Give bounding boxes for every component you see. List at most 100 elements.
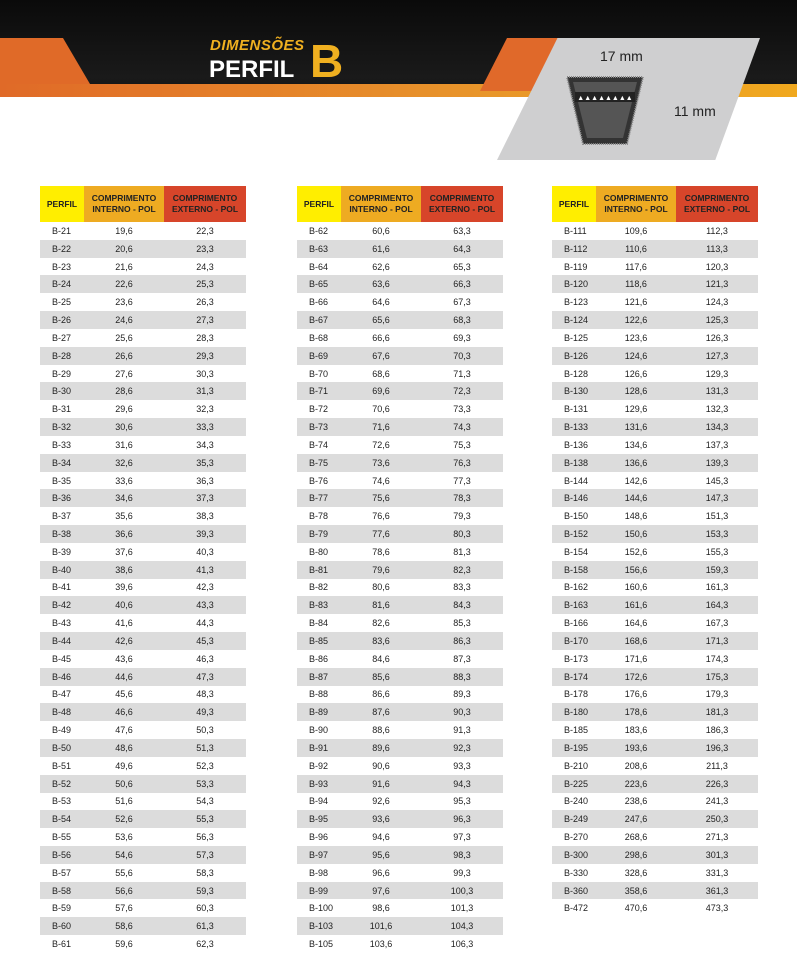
header-interno: COMPRIMENTO INTERNO - POL bbox=[84, 186, 164, 222]
cell-interno: 161,6 bbox=[596, 596, 676, 615]
cell-interno: 29,6 bbox=[115, 404, 133, 415]
cell-interno: 88,6 bbox=[372, 725, 390, 736]
cell-interno: 136,6 bbox=[596, 453, 676, 472]
cell-interno: 160,6 bbox=[624, 582, 648, 593]
cell-perfil: B-59 bbox=[52, 903, 72, 914]
cell-externo: 81,3 bbox=[453, 546, 471, 557]
cell-perfil: B-330 bbox=[564, 867, 589, 878]
table-row: B-55 53,6 56,3 bbox=[40, 828, 246, 846]
cell-externo: 79,3 bbox=[453, 511, 471, 522]
cell-interno: 39,6 bbox=[115, 582, 133, 593]
cell-externo: 92,3 bbox=[421, 739, 503, 757]
cell-interno: 79,6 bbox=[341, 560, 421, 579]
table-row: B-25 23,6 26,3 bbox=[40, 293, 246, 311]
cell-perfil: B-210 bbox=[564, 760, 589, 771]
table-row: B-72 70,6 73,3 bbox=[297, 400, 503, 418]
cell-perfil: B-52 bbox=[40, 774, 84, 793]
cell-externo: 52,3 bbox=[196, 760, 214, 771]
cell-externo: 78,3 bbox=[421, 489, 503, 508]
table-row: B-131 129,6 132,3 bbox=[552, 400, 758, 418]
cell-externo: 88,3 bbox=[421, 667, 503, 686]
cell-externo: 28,3 bbox=[196, 332, 214, 343]
cell-perfil: B-61 bbox=[52, 939, 72, 950]
cell-externo: 85,3 bbox=[453, 618, 471, 629]
cell-perfil: B-146 bbox=[552, 489, 596, 508]
table-row: B-240 238,6 241,3 bbox=[552, 793, 758, 811]
cell-perfil: B-128 bbox=[564, 368, 589, 379]
table-row: B-67 65,6 68,3 bbox=[297, 311, 503, 329]
table-row: B-158 156,6 159,3 bbox=[552, 560, 758, 579]
cell-externo: 120,3 bbox=[705, 261, 729, 272]
cell-perfil: B-24 bbox=[40, 275, 84, 294]
table-row: B-112 110,6 113,3 bbox=[552, 239, 758, 258]
table-row: B-40 38,6 41,3 bbox=[40, 560, 246, 579]
table-row: B-152 150,6 153,3 bbox=[552, 525, 758, 543]
cell-interno: 59,6 bbox=[115, 939, 133, 950]
cell-externo: 129,3 bbox=[705, 368, 729, 379]
table-row: B-166 164,6 167,3 bbox=[552, 614, 758, 632]
cell-perfil: B-240 bbox=[564, 796, 589, 807]
cell-interno: 78,6 bbox=[372, 546, 390, 557]
cell-externo: 80,3 bbox=[421, 525, 503, 543]
cell-externo: 147,3 bbox=[676, 489, 758, 508]
cell-externo: 186,3 bbox=[705, 725, 729, 736]
cell-perfil: B-63 bbox=[297, 239, 341, 258]
cell-perfil: B-88 bbox=[309, 689, 329, 700]
table-row: B-86 84,6 87,3 bbox=[297, 650, 503, 668]
cell-interno: 72,6 bbox=[372, 439, 390, 450]
table-row: B-180 178,6 181,3 bbox=[552, 703, 758, 722]
cell-perfil: B-37 bbox=[52, 511, 72, 522]
cell-interno: 23,6 bbox=[115, 297, 133, 308]
cell-externo: 97,3 bbox=[453, 832, 471, 843]
cell-perfil: B-49 bbox=[52, 725, 72, 736]
cell-externo: 196,3 bbox=[676, 739, 758, 757]
cell-interno: 86,6 bbox=[372, 689, 390, 700]
cell-externo: 37,3 bbox=[164, 489, 246, 508]
cell-interno: 42,6 bbox=[84, 632, 164, 650]
cell-externo: 137,3 bbox=[705, 439, 729, 450]
table-row: B-64 62,6 65,3 bbox=[297, 258, 503, 276]
cell-externo: 361,3 bbox=[676, 881, 758, 900]
cell-interno: 28,6 bbox=[84, 382, 164, 401]
cell-externo: 124,3 bbox=[705, 297, 729, 308]
cell-interno: 183,6 bbox=[624, 725, 648, 736]
table-row: B-66 64,6 67,3 bbox=[297, 293, 503, 311]
cell-interno: 56,6 bbox=[84, 881, 164, 900]
table-row: B-146 144,6 147,3 bbox=[552, 489, 758, 508]
cell-perfil: B-64 bbox=[309, 261, 329, 272]
cell-perfil: B-35 bbox=[52, 475, 72, 486]
cell-interno: 87,6 bbox=[341, 703, 421, 722]
cell-externo: 65,3 bbox=[453, 261, 471, 272]
cell-externo: 99,3 bbox=[453, 867, 471, 878]
table-row: B-173 171,6 174,3 bbox=[552, 650, 758, 668]
cell-perfil: B-51 bbox=[52, 760, 72, 771]
header-externo: COMPRIMENTO EXTERNO - POL bbox=[676, 186, 758, 222]
table-row: B-133 131,6 134,3 bbox=[552, 418, 758, 436]
table-row: B-58 56,6 59,3 bbox=[40, 881, 246, 900]
table-row: B-36 34,6 37,3 bbox=[40, 489, 246, 508]
table-row: B-130 128,6 131,3 bbox=[552, 382, 758, 401]
cell-perfil: B-67 bbox=[297, 311, 341, 329]
cell-externo: 76,3 bbox=[421, 453, 503, 472]
cell-interno: 74,6 bbox=[372, 475, 390, 486]
cell-externo: 60,3 bbox=[196, 903, 214, 914]
cell-externo: 181,3 bbox=[676, 703, 758, 722]
table-header-row: PERFIL COMPRIMENTO INTERNO - POL COMPRIMEN… bbox=[40, 186, 246, 222]
cell-interno: 358,6 bbox=[596, 881, 676, 900]
table-row: B-99 97,6 100,3 bbox=[297, 881, 503, 900]
cell-perfil: B-130 bbox=[552, 382, 596, 401]
table-row: B-125 123,6 126,3 bbox=[552, 329, 758, 347]
cell-perfil: B-34 bbox=[40, 453, 84, 472]
table-row: B-44 42,6 45,3 bbox=[40, 632, 246, 650]
cell-externo: 39,3 bbox=[164, 525, 246, 543]
cell-externo: 25,3 bbox=[164, 275, 246, 294]
cell-perfil: B-105 bbox=[309, 939, 334, 950]
cell-perfil: B-30 bbox=[40, 382, 84, 401]
cell-externo: 473,3 bbox=[705, 903, 729, 914]
cell-externo: 125,3 bbox=[676, 311, 758, 329]
cell-perfil: B-26 bbox=[40, 311, 84, 329]
cell-interno: 122,6 bbox=[596, 311, 676, 329]
cell-perfil: B-97 bbox=[297, 845, 341, 864]
table-row: B-38 36,6 39,3 bbox=[40, 525, 246, 543]
table-row: B-225 223,6 226,3 bbox=[552, 774, 758, 793]
